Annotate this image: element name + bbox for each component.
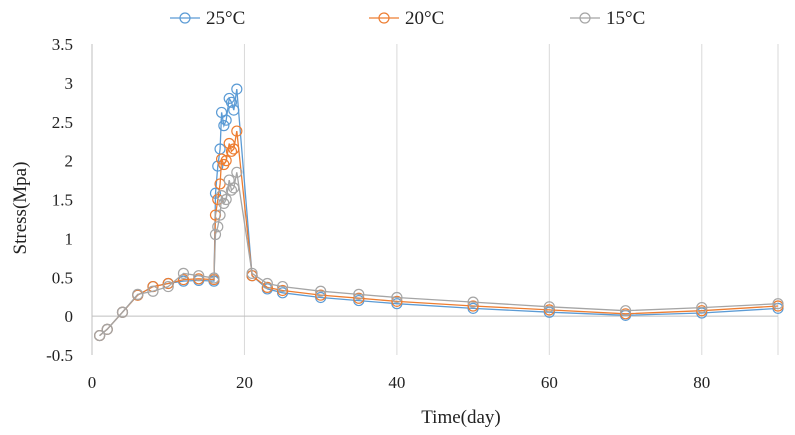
- y-tick-label: 2.5: [52, 113, 73, 132]
- data-point: [391, 291, 403, 304]
- data-point: [212, 160, 224, 172]
- series-line: [99, 130, 779, 337]
- legend-item: 20°C: [369, 8, 444, 29]
- x-axis-label: Time(day): [421, 407, 501, 428]
- y-tick-label: 0: [65, 307, 74, 326]
- y-tick-label: 3: [65, 74, 74, 93]
- data-point: [246, 267, 258, 279]
- series-layer: [94, 83, 784, 342]
- series-line: [99, 89, 779, 337]
- data-point: [276, 284, 289, 297]
- y-tick-label: 3.5: [52, 35, 73, 54]
- data-point: [772, 298, 784, 310]
- data-point: [315, 289, 327, 301]
- data-point: [228, 104, 240, 116]
- data-point: [391, 295, 403, 307]
- legend-item: 25°C: [170, 8, 245, 29]
- data-point: [696, 301, 708, 314]
- data-point: [214, 209, 226, 221]
- x-tick-label: 80: [693, 373, 710, 392]
- series-line: [99, 172, 779, 337]
- data-point: [209, 187, 222, 199]
- data-point: [147, 285, 159, 297]
- y-tick-label: 1.5: [52, 191, 73, 210]
- legend-marker: [179, 12, 191, 24]
- data-point: [94, 329, 106, 342]
- y-tick-label: 1: [65, 229, 74, 248]
- y-tick-label: 2: [65, 152, 74, 171]
- legend-label: 20°C: [405, 8, 444, 29]
- data-point: [231, 83, 243, 95]
- data-point: [315, 285, 327, 297]
- legend-marker: [378, 12, 390, 24]
- data-point: [353, 288, 365, 300]
- y-tick-label: 0.5: [52, 268, 73, 287]
- x-tick-label: 60: [541, 373, 558, 392]
- data-point: [177, 273, 190, 286]
- data-point: [261, 277, 273, 290]
- data-point: [101, 323, 113, 335]
- data-point: [228, 182, 240, 194]
- legend-marker: [579, 12, 591, 24]
- data-point: [467, 296, 479, 308]
- data-point: [225, 145, 238, 157]
- data-point: [193, 270, 205, 282]
- legend-label: 25°C: [206, 8, 245, 29]
- x-tick-label: 20: [236, 373, 253, 392]
- data-point: [162, 277, 174, 290]
- data-point: [193, 273, 205, 285]
- data-point: [231, 166, 243, 178]
- data-point: [276, 280, 289, 293]
- data-point: [220, 193, 232, 206]
- data-point: [220, 114, 232, 126]
- data-point: [177, 267, 190, 279]
- y-axis-label: Stress(Mpa): [10, 162, 31, 255]
- data-point: [214, 178, 226, 190]
- y-tick-label: -0.5: [46, 346, 73, 365]
- data-point: [116, 306, 129, 318]
- data-point: [208, 272, 220, 284]
- series-0: [94, 83, 784, 342]
- legend-label: 15°C: [606, 8, 645, 29]
- data-point: [218, 120, 230, 132]
- data-point: [225, 96, 238, 108]
- data-point: [696, 305, 708, 317]
- data-point: [228, 143, 240, 155]
- x-tick-label: 0: [88, 373, 97, 392]
- data-point: [215, 153, 228, 165]
- data-point: [467, 300, 479, 312]
- data-point: [543, 301, 555, 313]
- data-point: [619, 305, 632, 317]
- data-point: [209, 228, 222, 241]
- data-point: [261, 281, 273, 293]
- axes: -0.5 0 0.5 1 1.5 2 2.5 3 3.5 0 20 40 60 80: [46, 35, 778, 392]
- data-point: [543, 304, 555, 316]
- legend: 25°C 20°C 15°C: [170, 8, 645, 29]
- data-point: [132, 288, 144, 300]
- series-2: [94, 166, 784, 342]
- data-point: [225, 184, 238, 196]
- data-point: [220, 155, 232, 167]
- data-point: [619, 308, 632, 320]
- data-point: [231, 125, 243, 137]
- x-tick-label: 40: [388, 373, 405, 392]
- legend-item: 15°C: [570, 8, 645, 29]
- data-point: [212, 221, 224, 233]
- data-point: [353, 292, 365, 304]
- data-point: [162, 280, 174, 293]
